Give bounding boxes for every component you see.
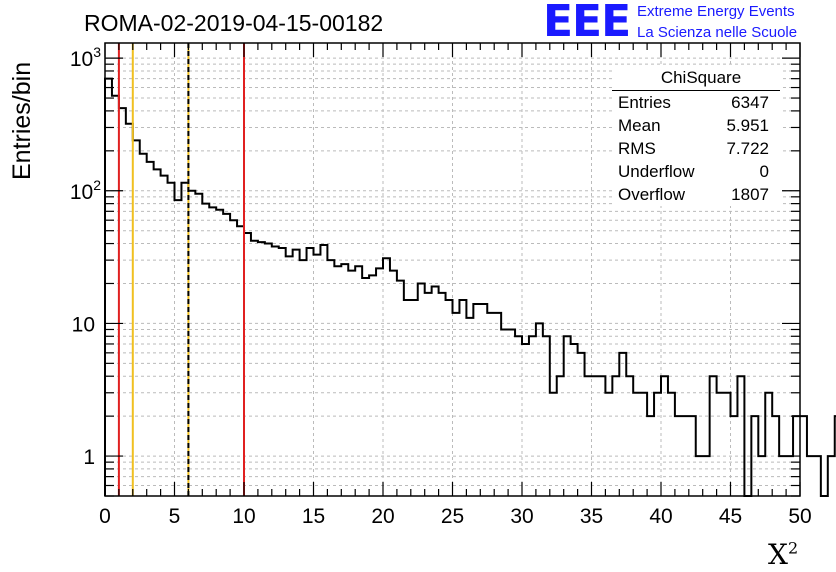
eee-logo-line2: La Scienza nelle Scuole	[637, 24, 798, 41]
y-axis-label: Entries/bin	[8, 61, 36, 180]
stats-row-rms: RMS 7.722	[612, 137, 780, 160]
x-tick-label: 0	[99, 505, 111, 528]
x-tick-label: 5	[169, 505, 181, 528]
x-tick-label: 40	[649, 505, 672, 528]
x-tick-label: 10	[232, 505, 255, 528]
stats-box: ChiSquare Entries 6347 Mean 5.951 RMS 7.722…	[612, 66, 780, 206]
x-axis-label-base: X	[768, 538, 788, 571]
stats-title: ChiSquare	[612, 66, 780, 91]
x-tick-label: 50	[788, 505, 811, 528]
x-axis-label-superscript: 2	[787, 538, 799, 558]
eee-logo-mark: EEE	[543, 0, 631, 47]
x-tick-label: 20	[371, 505, 394, 528]
y-tick-label: 103	[70, 44, 101, 71]
stats-value: 6347	[731, 93, 769, 112]
histogram-outline	[104, 77, 836, 497]
x-tick-label: 25	[441, 505, 464, 528]
y-tick-label: 1	[83, 446, 95, 469]
x-tick-label: 35	[580, 505, 603, 528]
stats-row-overflow: Overflow 1807	[612, 183, 780, 206]
chart-title: ROMA-02-2019-04-15-00182	[84, 10, 384, 36]
stats-value: 0	[759, 162, 769, 181]
stats-value: 7.722	[726, 139, 769, 158]
stats-row-underflow: Underflow 0	[612, 160, 780, 183]
stats-value: 1807	[731, 185, 769, 204]
y-tick-label: 102	[70, 177, 101, 204]
stats-label: Mean	[618, 116, 661, 135]
y-tick-label: 10	[72, 313, 95, 336]
stats-label: RMS	[618, 139, 656, 158]
x-axis-label: X2	[768, 538, 798, 571]
x-tick-label: 45	[719, 505, 742, 528]
stats-label: Overflow	[618, 185, 686, 204]
x-tick-label: 15	[302, 505, 325, 528]
stats-row-mean: Mean 5.951	[612, 114, 780, 137]
stats-label: Underflow	[618, 162, 695, 181]
stats-row-entries: Entries 6347	[612, 91, 780, 114]
eee-logo-line1: Extreme Energy Events	[637, 3, 795, 20]
stats-value: 5.951	[726, 116, 769, 135]
x-tick-label: 30	[510, 505, 533, 528]
stats-label: Entries	[618, 93, 671, 112]
